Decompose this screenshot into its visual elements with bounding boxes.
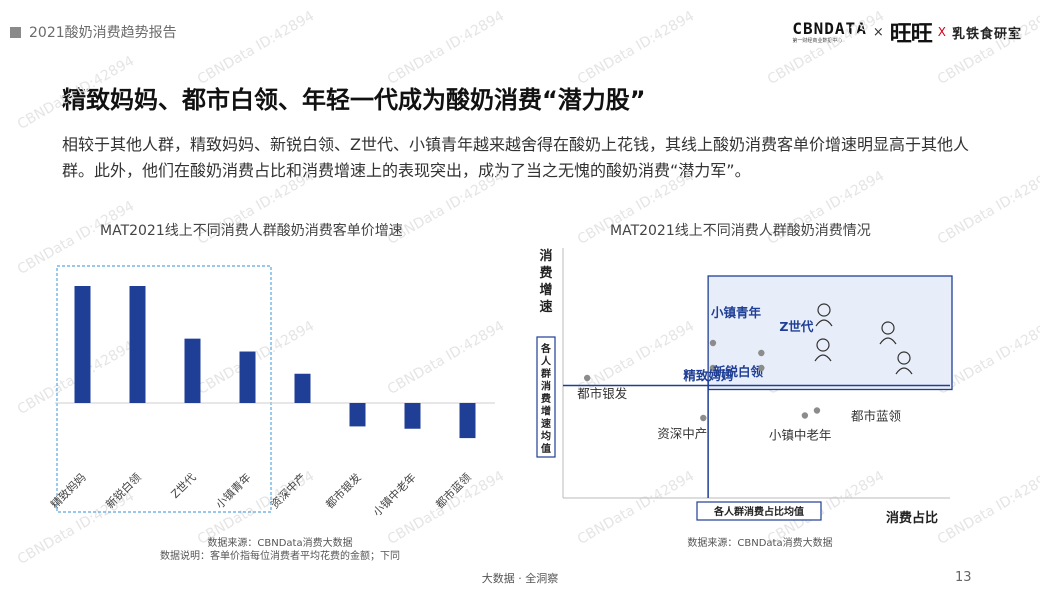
person-head-icon [881, 321, 895, 335]
point-label: Z世代 [779, 319, 814, 334]
category-label: Z世代 [169, 471, 199, 501]
watermark-text: CBNData ID:42894 [194, 8, 318, 88]
category-label: 都市蓝领 [433, 470, 474, 511]
logo-separator-x: × [872, 24, 884, 40]
wangwang-logo: 旺旺 [889, 22, 933, 47]
point-label: 小镇中老年 [769, 428, 832, 443]
point-label: 小镇青年 [710, 305, 762, 320]
young-person-icon [815, 303, 833, 327]
avg-y-label-char: 各 [540, 342, 552, 355]
avg-y-label-char: 增 [541, 405, 551, 418]
point-小镇中老年 [801, 412, 809, 419]
mom-person-icon [895, 351, 913, 375]
category-label: 小镇青年 [213, 470, 254, 511]
point-label: 资深中产 [657, 426, 707, 441]
bar-资深中产 [294, 373, 311, 403]
point-label: 新锐白领 [713, 364, 764, 379]
person-head-icon [817, 303, 831, 317]
bar-精致妈妈 [74, 286, 91, 403]
category-label: 都市银发 [323, 470, 364, 511]
avg-y-label-char: 费 [541, 392, 551, 405]
avg-y-label-box [536, 336, 556, 458]
y-axis-title-char: 费 [539, 265, 552, 281]
report-title-tag: 2021酸奶消费趋势报告 [10, 22, 177, 42]
point-资深中产 [700, 414, 707, 422]
genz-person-icon [879, 321, 897, 345]
avg-y-label-char: 速 [541, 417, 551, 430]
bar-新锐白领 [129, 286, 146, 403]
person-body-icon [895, 367, 913, 375]
bar-小镇青年 [239, 351, 256, 403]
category-label: 小镇中老年 [370, 470, 419, 519]
point-都市银发 [583, 374, 591, 382]
avg-y-label-char: 值 [541, 442, 551, 455]
bar-chart: 精致妈妈 新锐白领 Z世代 小镇青年 资深中产 都市银发 小镇中老年 都市蓝领 [48, 265, 495, 519]
category-label: 精致妈妈 [48, 470, 89, 511]
person-body-icon [815, 319, 833, 327]
point-label: 精致妈妈 [683, 368, 733, 383]
avg-y-label-char: 均 [541, 430, 551, 443]
logo-separator-x-red: X [937, 25, 946, 39]
white-collar-person-icon [814, 338, 832, 362]
bar-都市蓝领 [459, 403, 476, 439]
category-label: 资深中产 [268, 470, 309, 511]
lab-logo: 乳铁食研室 [951, 26, 1022, 42]
footer-slogan: 大数据 · 全洞察 [481, 572, 559, 585]
point-都市蓝领 [813, 407, 821, 414]
category-label: 新锐白领 [103, 470, 144, 511]
bar-小镇中老年 [404, 403, 421, 429]
bar-Z世代 [184, 338, 201, 403]
x-axis-title: 消费占比 [886, 510, 938, 526]
point-label: 都市蓝领 [851, 409, 902, 424]
report-title: 2021酸奶消费趋势报告 [29, 25, 177, 41]
scatter-chart-title: MAT2021线上不同消费人群酸奶消费情况 [610, 223, 871, 239]
bar-chart-source: 数据来源：CBNData消费大数据 [207, 538, 353, 549]
y-axis-title-char: 增 [539, 282, 552, 298]
highlight-frame [56, 265, 272, 513]
y-axis-title-char: 速 [539, 299, 552, 315]
avg-y-label-char: 群 [541, 367, 551, 380]
quadrant-highlight [707, 275, 953, 391]
bar-都市银发 [349, 403, 366, 427]
watermark-text: CBNData ID:42894 [384, 8, 508, 88]
bar-chart-footnote: 数据来源：CBNData消费大数据 数据说明：客单价指每位消费者平均花费的金额；… [100, 537, 460, 563]
partner-logos: CBNDATA 第一财经商业数据中心 × 旺旺 X 乳铁食研室 [792, 16, 1022, 48]
avg-x-label-box [696, 501, 822, 521]
point-Z世代 [758, 349, 765, 357]
square-bullet-icon [10, 26, 21, 38]
point-小镇青年 [709, 339, 717, 347]
point-新锐白领 [709, 364, 717, 372]
bar-chart-note: 数据说明：客单价指每位消费者平均花费的金额；下同 [160, 551, 400, 562]
scatter-chart: 消费增速消费占比各人群消费增速均值各人群消费占比均值小镇青年新锐白领Z世代精致妈… [536, 248, 953, 526]
person-head-icon [897, 351, 911, 365]
person-head-icon [816, 338, 830, 352]
y-axis-title-char: 消 [539, 248, 552, 264]
person-body-icon [814, 354, 832, 362]
scatter-chart-footnote: 数据来源：CBNData消费大数据 [687, 538, 833, 549]
point-label: 都市银发 [577, 386, 628, 401]
avg-y-label-char: 人 [541, 355, 552, 368]
point-精致妈妈 [758, 364, 765, 372]
person-body-icon [879, 337, 897, 345]
avg-x-label: 各人群消费占比均值 [713, 505, 804, 518]
cbndata-logo: CBNDATA 第一财经商业数据中心 [792, 18, 867, 44]
bar-chart-title: MAT2021线上不同消费人群酸奶消费客单价增速 [100, 223, 403, 239]
page-title: 精致妈妈、都市白领、年轻一代成为酸奶消费“潜力股” [62, 86, 646, 114]
watermark-text: CBNData ID:42894 [574, 8, 698, 88]
page-number: 13 [955, 570, 972, 585]
intro-paragraph: 相较于其他人群，精致妈妈、新锐白领、Z世代、小镇青年越来越舍得在酸奶上花钱，其线… [62, 135, 969, 180]
avg-y-label-char: 消 [541, 380, 551, 393]
